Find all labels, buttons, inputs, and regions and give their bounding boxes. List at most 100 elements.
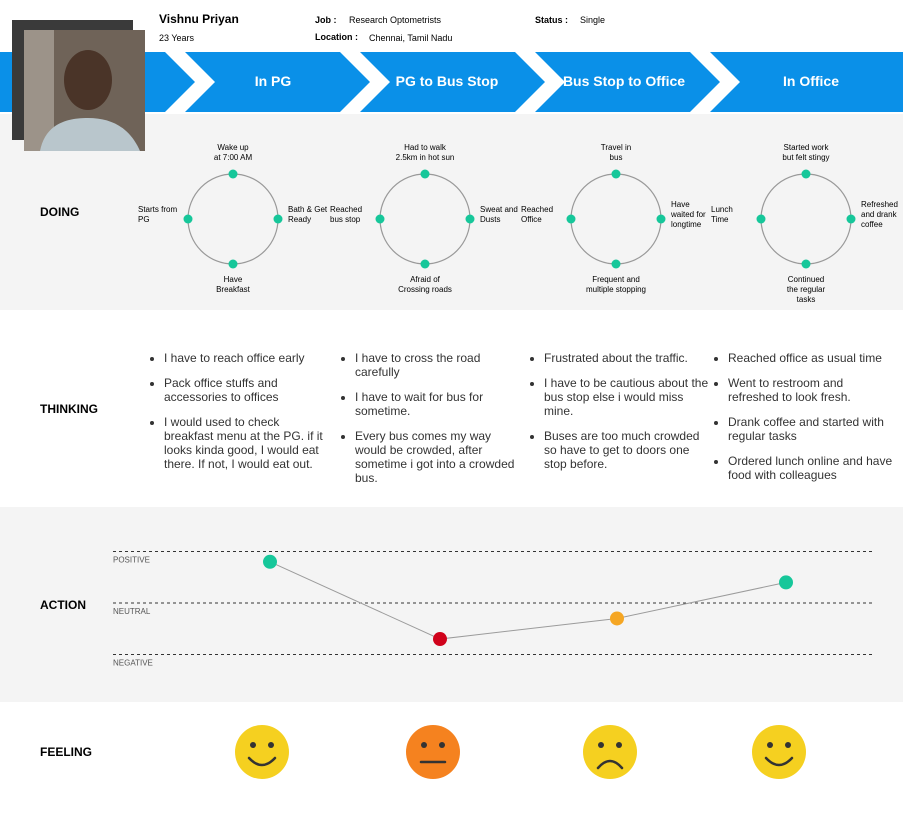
step-label: bus stop bbox=[330, 215, 361, 224]
status: Single bbox=[580, 15, 605, 25]
job-label: Job : bbox=[315, 15, 337, 25]
status-label: Status : bbox=[535, 15, 568, 25]
location: Chennai, Tamil Nadu bbox=[369, 33, 452, 43]
level-label: POSITIVE bbox=[113, 556, 150, 565]
step-label: Have bbox=[224, 275, 243, 284]
mouth bbox=[247, 756, 277, 767]
thought: Buses are too much crowded so have to ge… bbox=[544, 429, 709, 471]
step-label: tasks bbox=[797, 295, 816, 304]
eye bbox=[767, 742, 773, 748]
step-dot bbox=[228, 169, 238, 179]
age: 23 Years bbox=[159, 33, 195, 43]
level-label: NEGATIVE bbox=[113, 659, 153, 668]
eye bbox=[250, 742, 256, 748]
face bbox=[752, 725, 806, 779]
step-label: Office bbox=[521, 215, 542, 224]
step-dot bbox=[611, 169, 621, 179]
step-label: Reached bbox=[330, 205, 362, 214]
level-label: NEUTRAL bbox=[113, 607, 151, 616]
step-label: Refreshed bbox=[861, 200, 898, 209]
step-label: 2.5km in hot sun bbox=[396, 153, 455, 162]
step-label: the regular bbox=[787, 285, 826, 294]
thought: Every bus comes my way would be crowded,… bbox=[355, 429, 520, 485]
thought: I have to wait for bus for sometime. bbox=[355, 390, 520, 418]
stage-label: PG to Bus Stop bbox=[396, 73, 499, 89]
step-dot bbox=[801, 259, 811, 269]
sentiment-point bbox=[610, 611, 624, 626]
step-label: Reached bbox=[521, 205, 553, 214]
step-dot bbox=[420, 259, 430, 269]
eye bbox=[616, 742, 622, 748]
sentiment-point bbox=[779, 575, 793, 590]
stage-band bbox=[0, 52, 903, 112]
sentiment-point bbox=[433, 632, 447, 647]
thought-list: I have to reach office early Pack office … bbox=[153, 351, 329, 471]
step-label: at 7:00 AM bbox=[214, 153, 253, 162]
step-dot bbox=[611, 259, 621, 269]
step-label: Starts from bbox=[138, 205, 177, 214]
thought: I have to be cautious about the bus stop… bbox=[544, 376, 709, 418]
eye bbox=[268, 742, 274, 748]
step-label: Breakfast bbox=[216, 285, 251, 294]
step-label: PG bbox=[138, 215, 150, 224]
stage-label: Bus Stop to Office bbox=[563, 73, 685, 89]
step-label: Travel in bbox=[601, 143, 631, 152]
thinking-column: I have to cross the road carefully I have… bbox=[344, 351, 520, 496]
step-label: Have bbox=[671, 200, 690, 209]
step-label: Wake up bbox=[217, 143, 249, 152]
thinking-column: Reached office as usual time Went to rest… bbox=[717, 351, 893, 493]
eye bbox=[785, 742, 791, 748]
step-label: Crossing roads bbox=[398, 285, 452, 294]
doing-band bbox=[0, 114, 903, 310]
step-label: Sweat and bbox=[480, 205, 518, 214]
face bbox=[583, 725, 637, 779]
step-dot bbox=[273, 214, 283, 224]
thinking-column: Frustrated about the traffic. I have to b… bbox=[533, 351, 709, 482]
thought-list: Reached office as usual time Went to rest… bbox=[717, 351, 893, 482]
stage-label: In PG bbox=[255, 73, 292, 89]
eye bbox=[439, 742, 445, 748]
step-label: coffee bbox=[861, 220, 883, 229]
face bbox=[406, 725, 460, 779]
thought-list: I have to cross the road carefully I have… bbox=[344, 351, 520, 485]
action-band bbox=[0, 507, 903, 702]
thought: I would used to check breakfast menu at … bbox=[164, 415, 329, 471]
sentiment-point bbox=[263, 554, 277, 569]
step-dot bbox=[756, 214, 766, 224]
stage-label: In Office bbox=[783, 73, 839, 89]
step-label: Frequent and bbox=[592, 275, 640, 284]
step-dot bbox=[420, 169, 430, 179]
step-dot bbox=[566, 214, 576, 224]
step-dot bbox=[375, 214, 385, 224]
step-dot bbox=[228, 259, 238, 269]
thought: Reached office as usual time bbox=[728, 351, 893, 365]
thought: Went to restroom and refreshed to look f… bbox=[728, 376, 893, 404]
job: Research Optometrists bbox=[349, 15, 442, 25]
thought: Frustrated about the traffic. bbox=[544, 351, 709, 365]
chevrons bbox=[165, 52, 740, 112]
face bbox=[235, 725, 289, 779]
row-label: FEELING bbox=[40, 745, 92, 759]
step-label: but felt stingy bbox=[782, 153, 829, 162]
step-label: and drank bbox=[861, 210, 898, 219]
step-label: Had to walk bbox=[404, 143, 447, 152]
step-label: bus bbox=[610, 153, 623, 162]
step-label: Dusts bbox=[480, 215, 500, 224]
step-label: Started work bbox=[784, 143, 830, 152]
step-label: Ready bbox=[288, 215, 311, 224]
thought: I have to reach office early bbox=[164, 351, 329, 365]
step-dot bbox=[801, 169, 811, 179]
row-label: THINKING bbox=[40, 402, 98, 416]
eye bbox=[598, 742, 604, 748]
step-label: Continued bbox=[788, 275, 824, 284]
name: Vishnu Priyan bbox=[159, 12, 239, 26]
step-label: multiple stopping bbox=[586, 285, 646, 294]
row-label: DOING bbox=[40, 205, 79, 219]
step-label: waited for bbox=[670, 210, 706, 219]
step-dot bbox=[465, 214, 475, 224]
step-label: Lunch bbox=[711, 205, 733, 214]
step-dot bbox=[846, 214, 856, 224]
step-dot bbox=[656, 214, 666, 224]
row-label: ACTION bbox=[40, 598, 86, 612]
eye bbox=[421, 742, 427, 748]
